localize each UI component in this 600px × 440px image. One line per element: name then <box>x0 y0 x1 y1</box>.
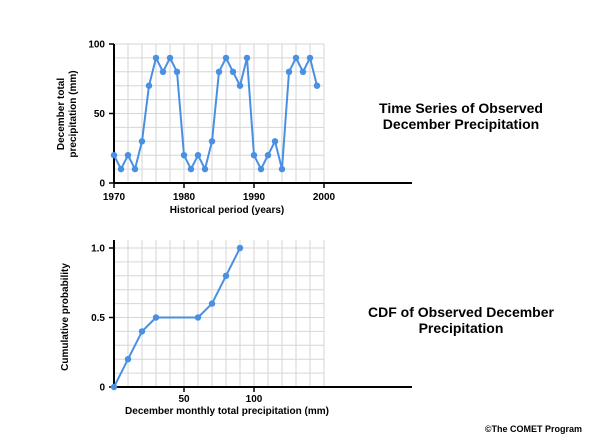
ts-data-point <box>222 54 230 62</box>
ts-data-point <box>166 54 174 62</box>
cdf-data-point <box>110 383 118 391</box>
ts-data-point <box>257 165 265 173</box>
time-series-caption: Time Series of Observed December Precipi… <box>346 100 576 132</box>
ts-data-point <box>285 68 293 76</box>
ts-data-point <box>187 165 195 173</box>
ts-data-point <box>138 138 146 145</box>
time-series-title-line-2: December Precipitation <box>382 116 540 132</box>
cdf-title-line-1: CDF of Observed December <box>368 304 554 320</box>
ts-y-tick-label: 100 <box>88 40 105 51</box>
ts-data-point <box>278 165 286 173</box>
credit-text: ©The COMET Program <box>484 424 582 434</box>
ts-data-point <box>194 152 202 159</box>
ts-data-point <box>215 68 223 76</box>
ts-data-point <box>306 54 314 62</box>
cdf-x-tick-label: 50 <box>178 394 190 405</box>
ts-data-point <box>201 165 209 173</box>
cdf-data-point <box>222 272 230 279</box>
cdf-y-tick-label: 0.5 <box>91 313 105 324</box>
ts-data-point <box>152 54 160 62</box>
cdf-data-point <box>152 314 160 321</box>
cdf-x-tick-label: 100 <box>246 394 263 405</box>
cdf-data-point <box>236 244 244 252</box>
ts-data-point <box>173 68 181 76</box>
ts-data-point <box>131 165 139 173</box>
cdf-y-tick-label: 0 <box>99 383 105 394</box>
cdf-data-point <box>138 328 146 335</box>
cdf-grid <box>114 240 325 387</box>
ts-y-tick-label: 0 <box>99 179 105 190</box>
ts-data-point <box>159 68 167 76</box>
cdf-data-point <box>194 314 202 321</box>
ts-data-point <box>271 138 279 145</box>
ts-y-axis-label: December totalprecipitation (mm) <box>56 70 79 157</box>
cdf-y-axis-label: Cumulative probability <box>60 263 71 371</box>
cdf-y-tick-label: 1.0 <box>91 244 105 255</box>
ts-data-point <box>117 165 125 173</box>
ts-series-line <box>113 56 318 171</box>
ts-data-point <box>110 152 118 159</box>
ts-data-point <box>180 152 188 159</box>
ts-x-tick-label: 1990 <box>243 192 266 203</box>
ts-data-point <box>145 82 153 89</box>
ts-x-tick-label: 1980 <box>173 192 196 203</box>
ts-y-axis-label-line: precipitation (mm) <box>68 70 79 157</box>
cdf-caption: CDF of Observed December Precipitation <box>346 304 576 336</box>
ts-data-point <box>299 68 307 76</box>
ts-data-point <box>313 82 321 89</box>
ts-y-tick-label: 50 <box>94 109 106 120</box>
cdf-x-axis-label: December monthly total precipitation (mm… <box>125 406 329 417</box>
cdf-data-point <box>124 356 132 363</box>
cdf-title-line-2: Precipitation <box>418 320 504 336</box>
ts-x-tick-label: 2000 <box>313 192 336 203</box>
cdf-y-axis-label-line: Cumulative probability <box>60 263 71 371</box>
ts-data-point <box>124 152 132 159</box>
ts-y-axis-label-line: December total <box>56 78 67 150</box>
ts-data-point <box>250 152 258 159</box>
cdf-data-point <box>208 300 216 307</box>
cdf-series-line <box>113 247 241 388</box>
ts-data-point <box>243 54 251 62</box>
ts-x-tick-label: 1970 <box>103 192 126 203</box>
ts-data-point <box>292 54 300 62</box>
ts-data-point <box>236 82 244 89</box>
ts-data-point <box>208 138 216 145</box>
ts-data-point <box>264 152 272 159</box>
ts-data-point <box>229 68 237 76</box>
ts-x-axis-label: Historical period (years) <box>170 205 284 216</box>
time-series-title-line-1: Time Series of Observed <box>379 100 543 116</box>
